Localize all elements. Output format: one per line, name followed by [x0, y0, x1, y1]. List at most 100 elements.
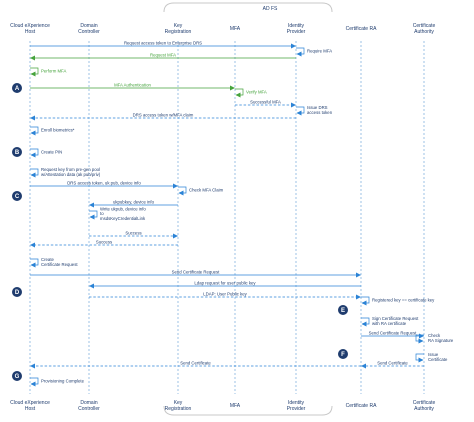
message-label: Successful MFA	[250, 99, 281, 104]
message: Check MFA Claim	[178, 186, 224, 196]
message: Send Certificate Request	[361, 330, 424, 339]
step-badge-letter: G	[15, 374, 20, 380]
step-badge-f: F	[338, 349, 348, 359]
step-badge-letter: B	[15, 150, 20, 156]
message-label: Issue DRS access token	[307, 105, 333, 115]
message-label: ukpubkey, device info	[113, 199, 155, 204]
message-label: DRS access token w/MFA claim	[133, 112, 194, 117]
message-label: Request key from pre-gen pool w/Attestati…	[41, 167, 101, 177]
participants-bottom: Cloud eXperience Host Domain Controller Key R…	[10, 400, 435, 412]
participant-bottom-dc: Domain Controller	[78, 400, 100, 412]
message: Issue Certificate	[415, 352, 448, 363]
message-label: Send Certificate Request	[172, 269, 221, 274]
step-badge-letter: D	[15, 290, 20, 296]
message-label: Ldap request for user public key	[194, 280, 256, 285]
adfs-group-border	[163, 2, 333, 13]
step-badge-g: G	[12, 371, 22, 381]
participant-bottom-kr: Key Registration	[165, 400, 192, 412]
step-badge-letter: E	[341, 308, 345, 314]
message-label: Registered key == certificate key	[372, 298, 435, 303]
participant-top-mfa: MFA	[230, 26, 241, 32]
step-badge-e: E	[338, 305, 348, 315]
message-label: Issue Certificate	[428, 352, 448, 362]
message-label: Check RA Signature	[428, 333, 454, 343]
message-label: Request MFA	[150, 52, 176, 57]
message-label: Send Certificate	[180, 360, 211, 365]
adfs-group-label: AD FS	[263, 6, 278, 12]
adfs-group-border-bottom	[163, 405, 333, 416]
message-label: Enroll biometrics*	[41, 128, 75, 133]
message-label: Perform MFA	[41, 69, 66, 74]
message-label: Sign Certificate Request with RA certific…	[372, 316, 419, 326]
participant-bottom-host: Cloud eXperience Host	[10, 400, 50, 412]
self-arrow	[235, 88, 244, 98]
participant-top-kr: Key Registration	[165, 23, 192, 35]
self-arrow	[361, 317, 370, 327]
message-label: Send Certificate Request	[369, 330, 418, 335]
self-arrow	[178, 186, 187, 196]
participant-bottom-ca: Certificate Authority	[413, 400, 436, 412]
self-arrow	[415, 334, 424, 344]
participant-bottom-mfa: MFA	[230, 403, 241, 409]
message-label: Create PIN	[41, 150, 62, 155]
message: Sign Certificate Request with RA certific…	[361, 316, 419, 327]
message: Request access token to Enterprise DRS	[30, 40, 296, 49]
message-label: MFA Authentication	[114, 82, 151, 87]
self-arrow	[30, 148, 39, 158]
message-label: Require MFA	[307, 49, 332, 54]
message-label: DRS access token, uk pub, device info	[67, 180, 141, 185]
message: Require MFA	[296, 47, 332, 57]
participant-top-host: Cloud eXperience Host	[10, 23, 50, 35]
step-badge-circle	[12, 371, 22, 381]
message-label: Success	[96, 239, 112, 244]
message: Perform MFA	[30, 67, 66, 77]
message: Verify MFA	[235, 88, 267, 98]
message-label: Success	[125, 230, 141, 235]
adfs-group: AD FS	[163, 2, 333, 416]
messages: Request access token to Enterprise DRS Re…	[30, 40, 454, 387]
step-badge-d: D	[12, 287, 22, 297]
participant-top-ca: Certificate Authority	[413, 23, 436, 35]
step-badges: A B C D E F G	[12, 83, 348, 381]
message: Enroll biometrics*	[30, 126, 75, 136]
step-badge-circle	[338, 305, 348, 315]
step-badge-letter: C	[15, 194, 20, 200]
step-badge-circle	[12, 287, 22, 297]
message: Registered key == certificate key	[361, 296, 435, 306]
message-label: Request access token to Enterprise DRS	[124, 40, 202, 45]
self-arrow	[30, 168, 39, 178]
message: Send Certificate Request	[30, 269, 361, 278]
message-label: Provisioning Complete	[41, 379, 85, 384]
participants-top: Cloud eXperience Host Domain Controller Key R…	[10, 23, 435, 35]
participant-top-dc: Domain Controller	[78, 23, 100, 35]
self-arrow	[296, 47, 305, 57]
self-arrow	[361, 296, 370, 306]
message-label: Create Certificate Request	[41, 257, 78, 267]
message: ukpubkey, device info	[89, 199, 178, 208]
participant-bottom-cra: Certificate RA	[346, 403, 378, 409]
message: Create Certificate Request	[30, 257, 78, 268]
self-arrow	[30, 67, 39, 77]
step-badge-c: C	[12, 191, 22, 201]
self-arrow	[415, 353, 424, 363]
message-label: Check MFA Claim	[189, 188, 224, 193]
message: Send Certificate	[361, 360, 424, 369]
message: Success	[89, 230, 178, 239]
message: Success	[30, 239, 178, 248]
participant-top-cra: Certificate RA	[346, 26, 378, 32]
message: Request key from pre-gen pool w/Attestati…	[30, 167, 101, 178]
message: Issue DRS access token	[296, 105, 333, 116]
message: Send Certificate	[30, 360, 361, 369]
message: Ldap request for user public key	[89, 280, 361, 289]
participant-bottom-idp: Identity Provider	[287, 400, 306, 412]
step-badge-circle	[12, 191, 22, 201]
message: Provisioning Complete	[30, 377, 85, 387]
message: LDAP: User Public key	[89, 291, 361, 300]
message-label: Write ukpub, device info to msdsKeyCredent…	[100, 206, 146, 221]
message: Create PIN	[30, 148, 62, 158]
self-arrow	[296, 106, 305, 116]
message-label: Send Certificate	[377, 360, 408, 365]
step-badge-a: A	[12, 83, 22, 93]
step-badge-circle	[338, 349, 348, 359]
